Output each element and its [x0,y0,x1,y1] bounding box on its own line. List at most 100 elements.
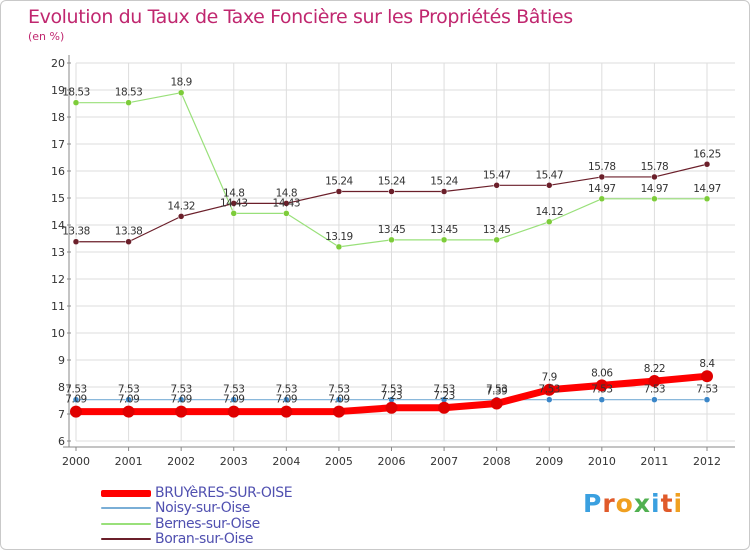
data-point [177,89,185,96]
x-tick-label: 2000 [62,455,90,468]
data-point [703,161,711,168]
data-point [335,188,343,195]
data-label: 7.9 [542,372,557,384]
data-point [598,173,606,181]
x-tick-label: 2008 [483,455,511,468]
legend-swatch [101,538,151,540]
logo-letter: i [673,489,684,518]
data-point [701,370,713,383]
data-point [332,405,345,418]
logo-letter: r [602,489,616,518]
data-point [230,210,237,217]
logo-letter: t [660,489,674,518]
data-label: 18.9 [170,77,191,89]
data-label: 14.32 [167,200,195,212]
legend-label: Bernes-sur-Oise [155,516,260,532]
logo-letter: i [651,489,661,518]
chart-subtitle: (en %) [28,30,65,43]
data-point [335,396,343,403]
data-point [122,405,135,418]
logo-letter: x [633,489,651,518]
data-label: 13.19 [325,231,353,243]
data-point [227,405,240,418]
legend-swatch [101,507,151,509]
x-tick-label: 2010 [588,455,616,468]
data-label: 7.53 [486,384,507,396]
data-point [177,396,185,403]
legend-label: BRUYèRES-SUR-OISE [155,485,293,501]
data-point [388,188,395,195]
data-point [283,200,290,207]
y-tick-label: 6 [58,435,65,448]
x-tick-label: 2002 [167,455,195,468]
data-point [70,405,82,418]
data-label: 18.53 [62,87,90,99]
data-label: 14.8 [223,187,244,199]
data-point [177,213,185,220]
data-point [125,396,132,403]
data-point [72,396,80,403]
data-label: 7.53 [644,384,665,396]
data-label: 7.53 [118,384,139,396]
data-label: 7.53 [276,384,297,396]
data-label: 14.43 [273,197,301,209]
data-label: 13.45 [378,224,406,236]
data-label: 15.78 [588,161,616,173]
data-label: 14.97 [588,183,616,195]
series-layer [70,89,713,418]
y-tick-label: 8 [58,381,65,394]
data-point [440,188,448,195]
data-label: 7.53 [328,384,349,396]
x-tick-label: 2009 [535,455,563,468]
y-tick-label: 18 [51,111,65,124]
data-point [335,243,343,251]
data-point [283,396,290,403]
data-label: 14.8 [276,187,297,199]
data-point [125,99,132,106]
data-label: 7.09 [170,394,191,406]
legend-item-boran: Boran-sur-Oise [101,531,254,547]
data-label: 13.45 [483,224,511,236]
data-label: 15.24 [430,176,458,188]
data-label: 14.43 [220,197,248,209]
logo-letter: o [615,489,634,518]
data-label: 7.09 [118,394,139,406]
data-point [125,238,132,245]
data-point [283,210,290,217]
y-tick-label: 20 [51,57,65,70]
x-tick-label: 2011 [640,455,668,468]
data-point [546,182,553,189]
x-tick-label: 2001 [115,455,143,468]
legend-item-bruyeres: BRUYèRES-SUR-OISE [101,485,293,501]
logo-letter: P [583,489,603,518]
data-label: 16.25 [693,148,721,160]
x-tick-label: 2004 [272,455,300,468]
data-label: 7.53 [381,384,402,396]
data-label: 8.06 [591,367,613,379]
data-label: 7.53 [539,384,560,396]
data-label: 7.09 [65,394,86,406]
data-point [648,375,661,388]
data-labels: 13.38 13.38 14.32 14.8 14.8 15.24 15.24 15.24 15… [62,77,721,406]
data-label: 13.38 [62,226,90,238]
data-point [546,218,553,226]
data-label: 15.78 [641,161,669,173]
data-point [493,236,500,244]
data-point [490,397,503,410]
data-label: 7.09 [276,394,297,406]
data-label: 8.4 [699,358,715,370]
data-point [703,195,711,203]
x-tick-label: 2005 [325,455,353,468]
data-label: 13.38 [115,226,143,238]
y-tick-label: 11 [51,300,65,313]
data-label: 7.53 [223,384,244,396]
y-tick-label: 15 [51,192,65,205]
data-label: 7.53 [433,384,454,396]
data-point [493,182,500,189]
x-tick-label: 2006 [378,455,406,468]
data-label: 15.24 [378,176,406,188]
y-tick-label: 17 [51,138,65,151]
data-label: 15.24 [325,176,353,188]
data-label: 7.53 [65,384,86,396]
